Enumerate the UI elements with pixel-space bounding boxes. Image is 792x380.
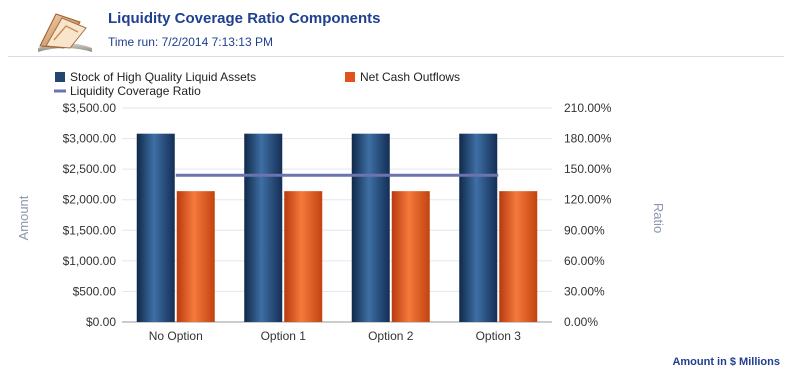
y-axis-title: Amount — [16, 195, 31, 240]
y2-axis-title: Ratio — [651, 203, 666, 233]
bar-stock-hqla — [136, 133, 175, 322]
y2-tick-label: 90.00% — [564, 223, 605, 237]
y-tick-label: $2,500.00 — [63, 162, 117, 176]
x-tick-label: Option 1 — [261, 329, 307, 343]
y2-tick-label: 120.00% — [564, 193, 612, 207]
chart-legend: Stock of High Quality Liquid Assets Net … — [54, 70, 460, 98]
bar-net-cash-outflows — [391, 191, 430, 322]
bar-stock-hqla — [459, 133, 498, 322]
y-axis-ticks: $0.00 $500.00 $1,000.00 $1,500.00 $2,000.00 $… — [63, 101, 117, 329]
y2-tick-label: 0.00% — [564, 315, 598, 329]
x-tick-label: No Option — [149, 329, 203, 343]
y-tick-label: $2,000.00 — [63, 193, 117, 207]
y-tick-label: $500.00 — [73, 284, 117, 298]
legend-label-stock: Stock of High Quality Liquid Assets — [70, 70, 256, 84]
bars — [136, 133, 538, 322]
y2-tick-label: 180.00% — [564, 132, 612, 146]
y2-axis-ticks: 0.00% 30.00% 60.00% 90.00% 120.00% 150.00% 180… — [564, 101, 612, 329]
lcr-chart: Stock of High Quality Liquid Assets Net … — [16, 70, 666, 343]
legend-swatch-stock — [55, 72, 65, 82]
bar-net-cash-outflows — [499, 191, 538, 322]
legend-label-ratio: Liquidity Coverage Ratio — [70, 84, 201, 98]
y2-tick-label: 150.00% — [564, 162, 612, 176]
x-tick-label: Option 3 — [476, 329, 522, 343]
x-tick-label: Option 2 — [368, 329, 414, 343]
time-run-label: Time run: 7/2/2014 7:13:13 PM — [108, 35, 273, 49]
y-tick-label: $1,500.00 — [63, 223, 117, 237]
y-tick-label: $1,000.00 — [63, 254, 117, 268]
footer-note: Amount in $ Millions — [672, 356, 780, 368]
x-axis-ticks: No Option Option 1 Option 2 Option 3 — [149, 329, 522, 343]
report-folder-icon — [38, 13, 92, 52]
y-tick-label: $3,500.00 — [63, 101, 117, 115]
y2-tick-label: 30.00% — [564, 284, 605, 298]
legend-swatch-cash — [345, 72, 355, 82]
bar-stock-hqla — [244, 133, 283, 322]
bar-stock-hqla — [351, 133, 390, 322]
y2-tick-label: 210.00% — [564, 101, 612, 115]
header-divider — [8, 56, 784, 57]
y-tick-label: $3,000.00 — [63, 132, 117, 146]
legend-label-cash: Net Cash Outflows — [360, 70, 460, 84]
bar-net-cash-outflows — [176, 191, 215, 322]
report-header: Liquidity Coverage Ratio Components Time… — [0, 0, 792, 56]
y-tick-label: $0.00 — [86, 315, 116, 329]
y2-tick-label: 60.00% — [564, 254, 605, 268]
bar-net-cash-outflows — [284, 191, 323, 322]
page-title: Liquidity Coverage Ratio Components — [108, 10, 381, 27]
